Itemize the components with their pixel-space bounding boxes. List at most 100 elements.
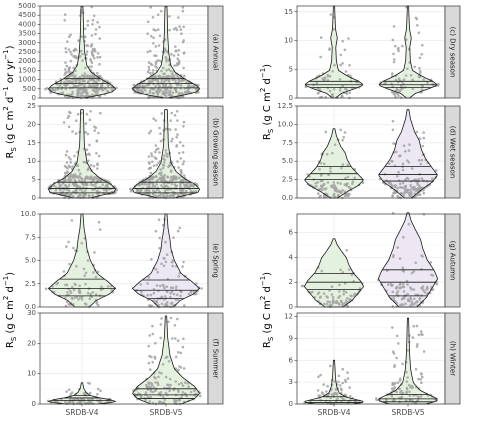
data-point bbox=[148, 400, 152, 403]
data-point bbox=[397, 49, 400, 53]
y-tick-label: 0 bbox=[289, 303, 293, 311]
data-point bbox=[341, 381, 345, 385]
data-point bbox=[409, 74, 413, 77]
data-point bbox=[410, 384, 414, 388]
data-point bbox=[409, 184, 412, 187]
data-point bbox=[165, 184, 168, 188]
data-point bbox=[86, 75, 89, 79]
data-point bbox=[98, 55, 102, 59]
data-point bbox=[94, 275, 98, 279]
data-point bbox=[317, 375, 320, 379]
data-point bbox=[96, 21, 99, 24]
data-point bbox=[151, 160, 154, 164]
data-point bbox=[420, 381, 423, 385]
data-point bbox=[168, 194, 172, 197]
data-point bbox=[393, 94, 397, 97]
data-point bbox=[63, 171, 67, 175]
data-point bbox=[77, 298, 80, 301]
data-point bbox=[179, 184, 182, 188]
data-point bbox=[406, 376, 409, 379]
data-point bbox=[390, 394, 394, 398]
data-point bbox=[77, 39, 80, 42]
data-point bbox=[78, 75, 82, 79]
data-point bbox=[66, 80, 70, 83]
data-point bbox=[162, 178, 166, 182]
data-point bbox=[148, 95, 151, 99]
data-point bbox=[137, 83, 141, 87]
data-point bbox=[164, 240, 167, 244]
data-point bbox=[331, 93, 335, 96]
data-point bbox=[95, 139, 99, 143]
data-point bbox=[316, 181, 319, 184]
data-point bbox=[390, 284, 394, 287]
data-point bbox=[387, 181, 391, 184]
data-point bbox=[91, 18, 95, 22]
data-point bbox=[94, 28, 98, 31]
data-point bbox=[179, 168, 183, 172]
data-point bbox=[146, 294, 149, 297]
data-point bbox=[349, 294, 352, 298]
y-axis-title-part: −1 bbox=[2, 276, 10, 286]
data-point bbox=[167, 59, 170, 62]
data-point bbox=[100, 285, 103, 289]
data-point bbox=[98, 37, 101, 40]
data-point bbox=[410, 271, 414, 275]
data-point bbox=[400, 80, 404, 84]
data-point bbox=[389, 182, 393, 185]
data-point bbox=[420, 286, 423, 290]
data-point bbox=[78, 290, 81, 294]
data-point bbox=[92, 271, 95, 274]
data-point bbox=[420, 158, 424, 162]
data-point bbox=[69, 33, 72, 36]
data-point bbox=[94, 126, 98, 129]
data-point bbox=[81, 59, 84, 62]
facet-strip bbox=[444, 312, 461, 405]
data-point bbox=[132, 83, 136, 87]
data-point bbox=[329, 364, 332, 368]
y-axis-title-part: (g C m bbox=[5, 111, 16, 148]
data-point bbox=[412, 270, 416, 273]
data-point bbox=[165, 253, 169, 256]
data-point bbox=[343, 131, 347, 134]
data-point bbox=[179, 179, 183, 182]
data-point bbox=[182, 66, 185, 70]
data-point bbox=[99, 111, 102, 115]
data-point bbox=[177, 48, 180, 52]
data-point bbox=[402, 78, 406, 81]
data-point bbox=[146, 70, 150, 74]
data-point bbox=[83, 274, 86, 278]
data-point bbox=[67, 114, 71, 118]
data-point bbox=[339, 268, 342, 272]
data-point bbox=[320, 95, 324, 99]
y-axis-title-part: −1 bbox=[2, 86, 10, 96]
violin-outline bbox=[131, 109, 201, 199]
data-point bbox=[390, 159, 393, 163]
data-point bbox=[97, 154, 101, 158]
data-point bbox=[323, 182, 326, 186]
data-point bbox=[155, 163, 159, 167]
data-point bbox=[170, 53, 173, 56]
data-point bbox=[144, 391, 148, 394]
data-point bbox=[338, 283, 341, 287]
data-point bbox=[344, 291, 348, 294]
data-point bbox=[187, 185, 190, 189]
data-point bbox=[92, 178, 95, 182]
data-point bbox=[181, 144, 185, 148]
data-point bbox=[58, 84, 61, 87]
data-point bbox=[148, 178, 152, 182]
data-point bbox=[147, 155, 151, 158]
data-point bbox=[58, 184, 62, 188]
data-point bbox=[158, 34, 162, 38]
data-point bbox=[406, 283, 409, 286]
data-point bbox=[391, 38, 395, 42]
data-point bbox=[154, 341, 157, 345]
data-point bbox=[405, 176, 409, 180]
data-point bbox=[67, 48, 71, 51]
data-point bbox=[341, 367, 345, 371]
data-point bbox=[68, 165, 72, 169]
data-point bbox=[402, 194, 406, 197]
data-point bbox=[84, 131, 87, 134]
data-point bbox=[164, 375, 168, 379]
data-point bbox=[66, 40, 69, 43]
data-point bbox=[158, 151, 161, 154]
